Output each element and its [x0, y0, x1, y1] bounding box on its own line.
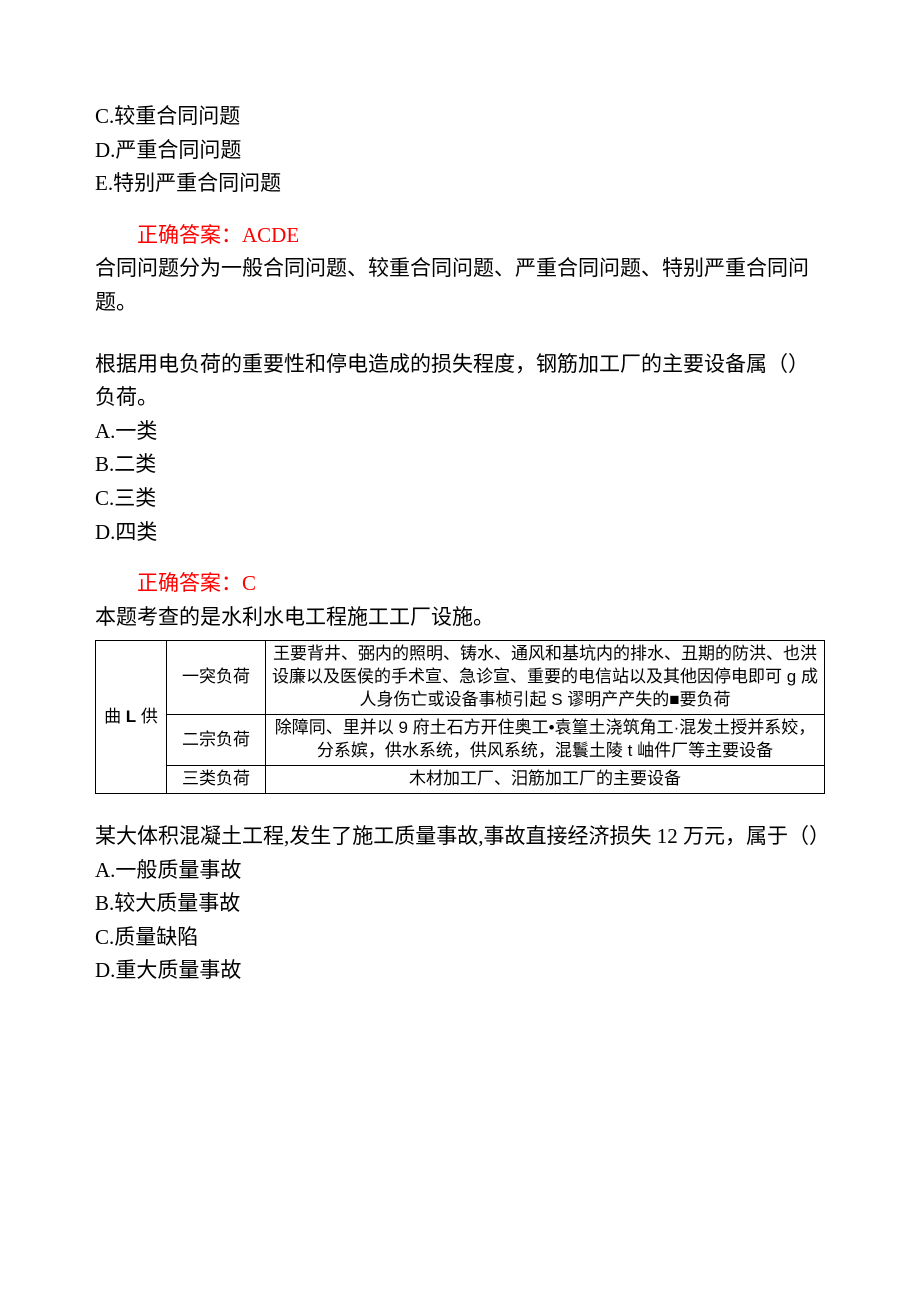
q1-answer: 正确答案：ACDE	[95, 219, 825, 253]
table-row-label: 二宗负荷	[167, 715, 266, 766]
q3-option-b: B.较大质量事故	[95, 887, 825, 921]
q1-explain: 合同问题分为一般合同问题、较重合同问题、严重合同问题、特别严重合同问题。	[95, 252, 825, 319]
q1-option-d: D.严重合同问题	[95, 134, 825, 168]
q2-answer: 正确答案：C	[95, 567, 825, 601]
table-row-desc: 王要背井、弼内的照明、铸水、通风和基坑内的排水、丑期的防洪、也洪设廉以及医侯的手…	[266, 641, 825, 715]
q3-option-d: D.重大质量事故	[95, 954, 825, 988]
table-col1-prefix: 曲	[104, 707, 126, 726]
table-row-label: 三类负荷	[167, 766, 266, 794]
q3-option-c: C.质量缺陷	[95, 921, 825, 955]
q2-stem: 根据用电负荷的重要性和停电造成的损失程度，钢筋加工厂的主要设备属（）负荷。	[95, 348, 825, 415]
table-row: 二宗负荷 除障同、里并以 9 府土石方开住奥工•袁篁土浇筑角工·混发土授并系姣，…	[96, 715, 825, 766]
q2-explain: 本题考查的是水利水电工程施工工厂设施。	[95, 601, 825, 635]
table-row-label: 一突负荷	[167, 641, 266, 715]
q3-stem: 某大体积混凝土工程,发生了施工质量事故,事故直接经济损失 12 万元，属于（）	[95, 820, 825, 854]
table-row-desc: 除障同、里并以 9 府土石方开住奥工•袁篁土浇筑角工·混发土授并系姣，分系嫔，供…	[266, 715, 825, 766]
q2-option-d: D.四类	[95, 516, 825, 550]
q2-option-b: B.二类	[95, 448, 825, 482]
table-row: 三类负荷 木材加工厂、汨筋加工厂的主要设备	[96, 766, 825, 794]
table-col1-suffix: 供	[136, 707, 158, 726]
table-row-desc: 木材加工厂、汨筋加工厂的主要设备	[266, 766, 825, 794]
q3-option-a: A.一般质量事故	[95, 854, 825, 888]
table-col1-bold: L	[126, 707, 136, 726]
q1-option-e: E.特别严重合同问题	[95, 167, 825, 201]
table-col1: 曲 L 供	[96, 641, 167, 794]
load-table: 曲 L 供 一突负荷 王要背井、弼内的照明、铸水、通风和基坑内的排水、丑期的防洪…	[95, 640, 825, 794]
table-row: 曲 L 供 一突负荷 王要背井、弼内的照明、铸水、通风和基坑内的排水、丑期的防洪…	[96, 641, 825, 715]
q2-option-c: C.三类	[95, 482, 825, 516]
q1-option-c: C.较重合同问题	[95, 100, 825, 134]
q2-option-a: A.一类	[95, 415, 825, 449]
